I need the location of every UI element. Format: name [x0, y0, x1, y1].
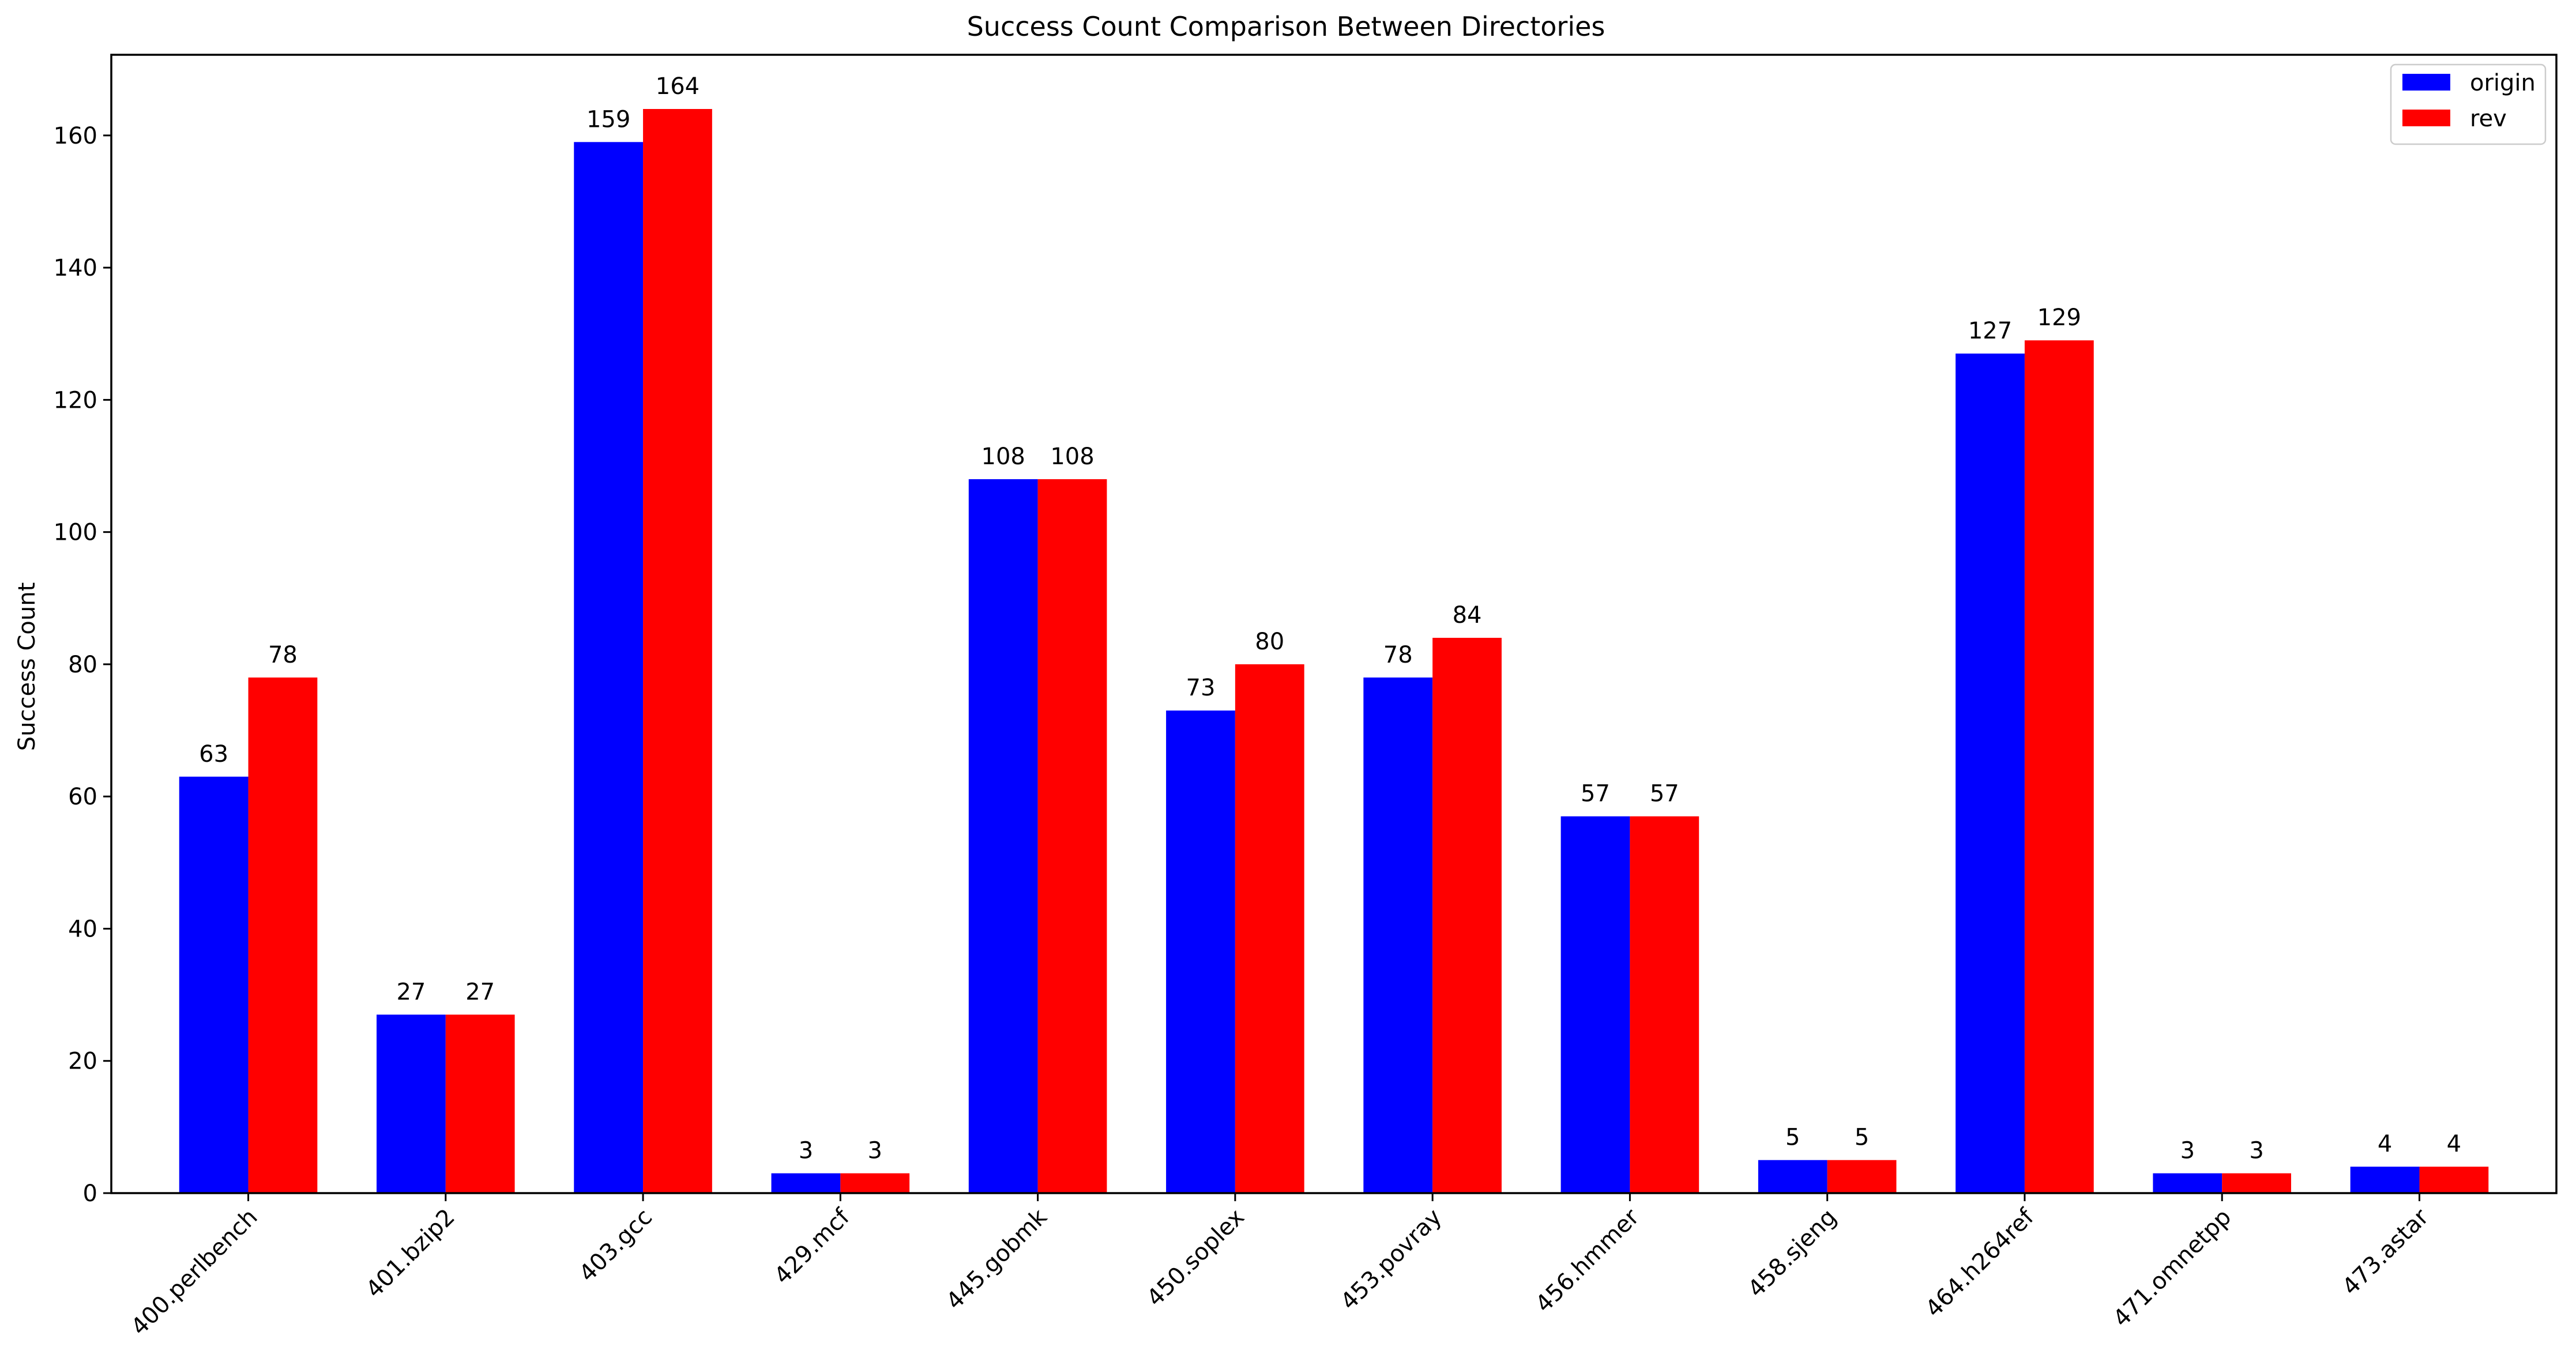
bar-value-label: 108: [981, 443, 1025, 470]
y-tick-label: 60: [68, 784, 97, 810]
bar-value-label: 164: [656, 73, 700, 100]
y-axis-ticks: 0 20 40 60 80 100 120 140 160: [54, 123, 111, 1207]
y-tick-label: 120: [54, 387, 97, 413]
bar-rev-471.omnetpp: [2222, 1173, 2291, 1193]
bar-origin-453.povray: [1363, 677, 1433, 1193]
bar-value-label: 78: [268, 642, 298, 668]
bar-value-label: 127: [1968, 318, 2012, 344]
bar-rev-445.gobmk: [1037, 479, 1107, 1194]
bar-origin-445.gobmk: [968, 479, 1038, 1194]
bar-origin-401.bzip2: [377, 1014, 446, 1193]
y-axis-label: Success Count: [14, 582, 40, 751]
bar-origin-429.mcf: [771, 1173, 841, 1193]
bar-value-label: 27: [465, 979, 495, 1005]
bar-value-label: 84: [1453, 602, 1482, 629]
y-tick-label: 0: [83, 1180, 97, 1207]
bar-rev-453.povray: [1432, 638, 1502, 1193]
chart-title: Success Count Comparison Between Directo…: [967, 11, 1605, 42]
y-tick-label: 80: [68, 652, 97, 678]
bar-value-label: 3: [868, 1138, 882, 1164]
bar-value-label: 80: [1255, 629, 1284, 655]
bar-value-label: 63: [199, 741, 228, 768]
bar-value-label: 5: [1785, 1124, 1800, 1151]
bar-rev-401.bzip2: [445, 1014, 515, 1193]
bar-value-label: 3: [2180, 1138, 2195, 1164]
bar-origin-471.omnetpp: [2153, 1173, 2222, 1193]
bar-value-label: 27: [396, 979, 426, 1005]
bar-rev-400.perlbench: [248, 677, 318, 1193]
bar-origin-458.sjeng: [1758, 1160, 1827, 1193]
legend-swatch-origin: [2402, 74, 2450, 91]
bar-value-label: 4: [2447, 1131, 2461, 1157]
bar-origin-403.gcc: [574, 142, 644, 1193]
bar-rev-456.hmmer: [1630, 816, 1699, 1193]
bar-rev-458.sjeng: [1827, 1160, 1897, 1193]
bar-origin-400.perlbench: [179, 776, 249, 1193]
bar-rev-464.h264ref: [2024, 340, 2094, 1193]
legend: origin rev: [2390, 63, 2547, 145]
bar-value-label: 3: [799, 1138, 813, 1164]
bar-rev-473.astar: [2419, 1167, 2489, 1193]
bar-value-label: 159: [586, 106, 630, 133]
bar-origin-464.h264ref: [1955, 353, 2025, 1193]
bar-origin-456.hmmer: [1560, 816, 1630, 1193]
bar-value-label: 3: [2249, 1138, 2263, 1164]
plot-area-frame: [110, 54, 2558, 1194]
legend-swatch-rev: [2402, 110, 2450, 126]
bar-origin-450.soplex: [1166, 710, 1235, 1193]
bar-rev-450.soplex: [1235, 664, 1304, 1193]
bar-value-labels: 63 78 27 27 159 164 3 3 108 108 73 80 78 84 57 57 5 5 127 1…: [199, 73, 2461, 1164]
y-tick-label: 20: [68, 1048, 97, 1075]
bar-value-label: 73: [1186, 675, 1216, 701]
bars-group: [179, 109, 2489, 1194]
bar-value-label: 57: [1581, 781, 1610, 807]
y-tick-label: 100: [54, 520, 97, 546]
bar-value-label: 5: [1855, 1124, 1869, 1151]
legend-label-rev: rev: [2470, 106, 2507, 132]
bar-value-label: 78: [1383, 642, 1413, 668]
y-tick-label: 160: [54, 123, 97, 149]
y-tick-label: 40: [68, 916, 97, 942]
legend-label-origin: origin: [2470, 70, 2536, 96]
bar-rev-429.mcf: [840, 1173, 910, 1193]
bar-value-label: 4: [2378, 1131, 2392, 1157]
y-tick-label: 140: [54, 255, 97, 281]
bar-value-label: 108: [1050, 443, 1094, 470]
bar-value-label: 129: [2037, 304, 2081, 331]
bar-origin-473.astar: [2350, 1167, 2420, 1193]
bar-rev-403.gcc: [643, 109, 712, 1193]
bar-value-label: 57: [1650, 781, 1679, 807]
